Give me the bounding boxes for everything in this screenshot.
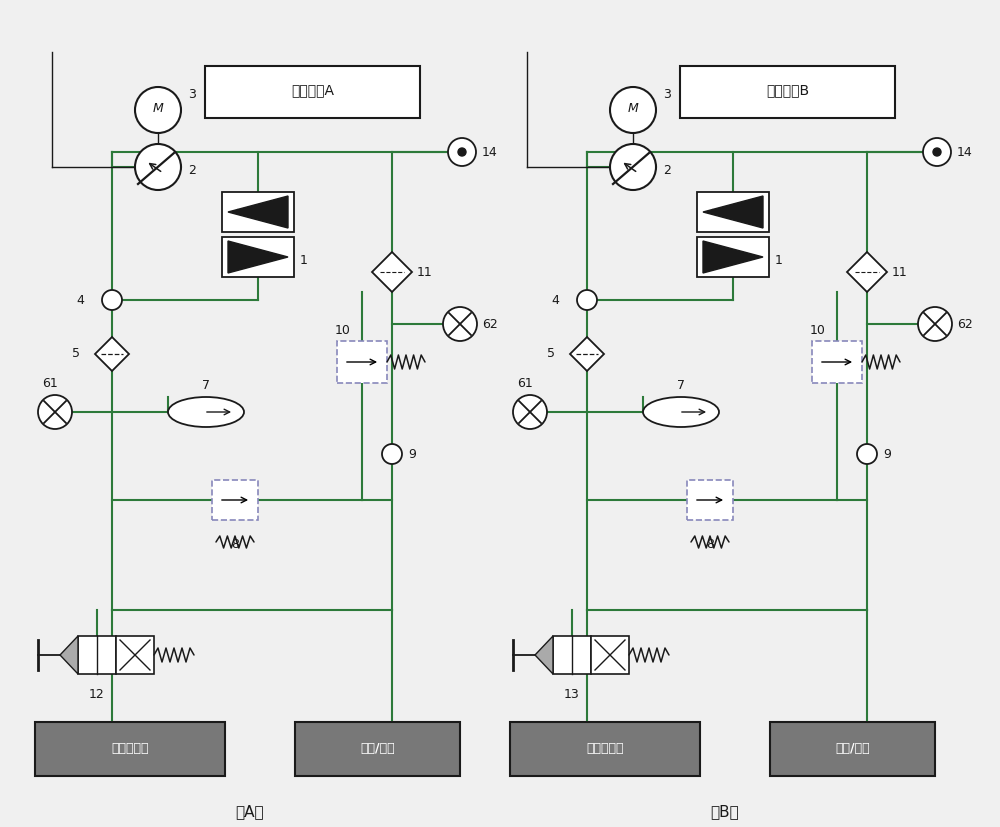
Bar	[78, 636, 116, 674]
Bar	[116, 636, 154, 674]
Text: 10: 10	[810, 324, 826, 337]
Bar	[205, 66, 420, 118]
Bar	[680, 66, 895, 118]
Text: 9: 9	[408, 447, 416, 461]
Circle shape	[610, 144, 656, 190]
Text: M: M	[628, 103, 638, 116]
Circle shape	[918, 307, 952, 341]
Text: 转向/刹车: 转向/刹车	[835, 743, 870, 756]
Text: 备份回路B: 备份回路B	[766, 83, 809, 97]
Text: （A）: （A）	[236, 805, 264, 820]
Bar	[295, 722, 460, 776]
Circle shape	[135, 87, 181, 133]
Text: 2: 2	[188, 165, 196, 178]
Bar	[510, 722, 700, 776]
Bar	[697, 237, 769, 277]
Polygon shape	[847, 252, 887, 292]
Text: 收放作动筒: 收放作动筒	[586, 743, 624, 756]
Text: 1: 1	[300, 255, 308, 267]
Text: 转向/刹车: 转向/刹车	[360, 743, 395, 756]
Text: 9: 9	[883, 447, 891, 461]
Ellipse shape	[643, 397, 719, 427]
Text: 5: 5	[547, 347, 555, 361]
Text: 8: 8	[231, 538, 239, 551]
Text: M: M	[153, 103, 163, 116]
Ellipse shape	[168, 397, 244, 427]
Bar	[697, 192, 769, 232]
Text: ×: ×	[711, 207, 719, 217]
Polygon shape	[372, 252, 412, 292]
Polygon shape	[535, 636, 553, 674]
Text: 7: 7	[202, 379, 210, 392]
Text: ×: ×	[236, 207, 244, 217]
Bar	[812, 341, 862, 383]
Text: 11: 11	[417, 265, 433, 279]
Text: 收放作动筒: 收放作动筒	[111, 743, 149, 756]
Circle shape	[38, 395, 72, 429]
Circle shape	[443, 307, 477, 341]
Polygon shape	[60, 636, 78, 674]
Circle shape	[577, 290, 597, 310]
Bar	[687, 480, 733, 520]
Bar	[212, 480, 258, 520]
Circle shape	[933, 148, 941, 156]
Circle shape	[382, 444, 402, 464]
Bar	[222, 237, 294, 277]
Circle shape	[102, 290, 122, 310]
Text: 62: 62	[957, 318, 973, 331]
Text: 12: 12	[89, 688, 105, 701]
Circle shape	[448, 138, 476, 166]
Text: 13: 13	[564, 688, 580, 701]
Polygon shape	[228, 196, 288, 228]
Polygon shape	[703, 241, 763, 273]
Bar	[770, 722, 935, 776]
Text: 2: 2	[663, 165, 671, 178]
Polygon shape	[703, 196, 763, 228]
Text: 7: 7	[677, 379, 685, 392]
Text: 3: 3	[663, 88, 671, 102]
Circle shape	[513, 395, 547, 429]
Text: 62: 62	[482, 318, 498, 331]
Bar	[35, 722, 225, 776]
Text: 8: 8	[706, 538, 714, 551]
Text: 4: 4	[551, 294, 559, 307]
Circle shape	[857, 444, 877, 464]
Text: 5: 5	[72, 347, 80, 361]
Text: 14: 14	[957, 146, 973, 159]
Polygon shape	[570, 337, 604, 371]
Circle shape	[923, 138, 951, 166]
Bar	[553, 636, 591, 674]
Polygon shape	[95, 337, 129, 371]
Circle shape	[458, 148, 466, 156]
Bar	[591, 636, 629, 674]
Text: 61: 61	[42, 377, 58, 390]
Text: 3: 3	[188, 88, 196, 102]
Text: 主份回路A: 主份回路A	[291, 83, 334, 97]
Polygon shape	[228, 241, 288, 273]
Bar	[222, 192, 294, 232]
Bar	[337, 341, 387, 383]
Text: 11: 11	[892, 265, 908, 279]
Text: 1: 1	[775, 255, 783, 267]
Circle shape	[135, 144, 181, 190]
Circle shape	[610, 87, 656, 133]
Text: 61: 61	[517, 377, 533, 390]
Text: 10: 10	[335, 324, 351, 337]
Text: （B）: （B）	[711, 805, 739, 820]
Text: 14: 14	[482, 146, 498, 159]
Text: 4: 4	[76, 294, 84, 307]
